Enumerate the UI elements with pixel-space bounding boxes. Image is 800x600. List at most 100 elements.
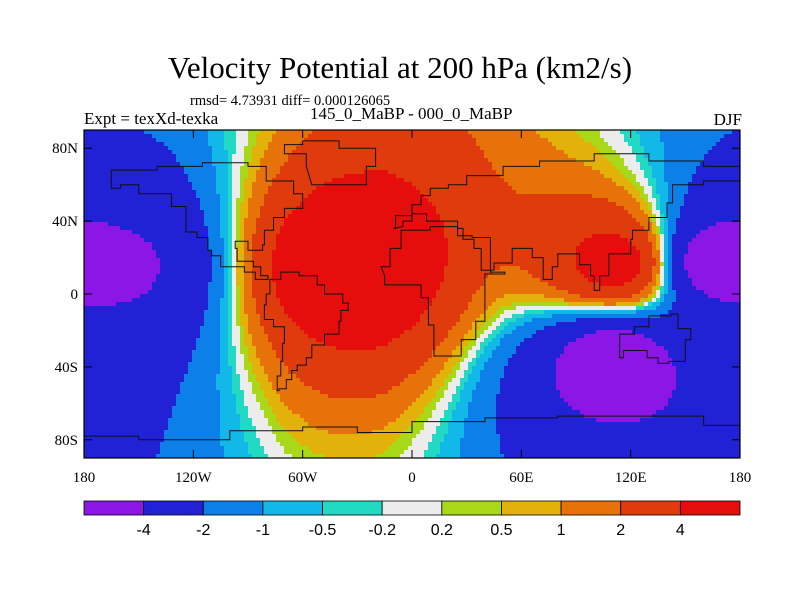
field-cell [444, 382, 449, 387]
field-cell [232, 202, 237, 207]
field-cell [256, 426, 273, 431]
field-cell [640, 194, 649, 199]
field-cell [688, 274, 740, 279]
field-cell [220, 438, 245, 443]
field-cell [656, 342, 740, 347]
field-cell [84, 446, 161, 451]
field-cell [228, 222, 233, 227]
field-cell [84, 130, 145, 135]
field-cell [228, 250, 233, 255]
field-cell [240, 218, 245, 223]
field-cell [196, 190, 217, 195]
field-cell [392, 338, 445, 343]
field-cell [672, 358, 740, 363]
field-cell [452, 398, 461, 403]
field-cell [264, 202, 301, 207]
field-cell [84, 382, 181, 387]
field-cell [252, 158, 261, 163]
field-cell [524, 314, 553, 319]
field-cell [516, 306, 637, 311]
field-cell [636, 218, 649, 223]
field-cell [528, 270, 581, 275]
field-cell [236, 222, 241, 227]
field-cell [176, 402, 221, 407]
field-cell [84, 142, 165, 147]
field-cell [184, 170, 217, 175]
field-cell [276, 350, 433, 355]
field-cell [248, 330, 265, 335]
field-cell [580, 270, 641, 275]
field-cell [668, 310, 740, 315]
field-cell [660, 246, 665, 251]
field-cell [444, 338, 465, 343]
field-cell [84, 418, 169, 423]
field-cell [84, 386, 181, 391]
field-cell [440, 422, 449, 427]
field-cell [444, 230, 649, 235]
field-cell [612, 162, 625, 167]
field-cell [244, 150, 253, 155]
field-cell [636, 178, 649, 183]
field-cell [496, 310, 505, 315]
field-cell [176, 158, 213, 163]
field-cell [332, 178, 405, 183]
field-cell [248, 130, 261, 135]
field-cell [704, 154, 740, 159]
field-cell [288, 314, 421, 319]
field-cell [404, 450, 425, 455]
field-cell [264, 366, 289, 371]
field-cell [556, 322, 740, 327]
field-cell [248, 446, 265, 451]
field-cell [632, 146, 645, 151]
field-cell [676, 226, 709, 231]
field-cell [244, 230, 257, 235]
field-cell [272, 266, 445, 271]
field-cell [232, 158, 245, 163]
field-cell [292, 454, 325, 458]
field-cell [256, 398, 269, 403]
field-cell [664, 262, 669, 267]
field-cell [656, 278, 661, 283]
field-cell [544, 326, 740, 331]
field-cell [572, 406, 665, 411]
field-cell [152, 286, 209, 291]
field-cell [472, 366, 485, 371]
field-cell [236, 366, 245, 371]
field-cell [280, 298, 433, 303]
field-cell [660, 242, 665, 247]
field-cell [304, 330, 405, 335]
field-cell [256, 298, 281, 303]
field-cell [480, 286, 557, 291]
field-cell [460, 398, 473, 403]
field-cell [292, 434, 401, 439]
field-cell [220, 430, 245, 435]
field-cell [236, 410, 249, 415]
field-cell [300, 326, 413, 331]
field-cell [228, 206, 233, 211]
field-cell [660, 302, 673, 307]
field-cell [480, 370, 505, 375]
field-cell [668, 218, 677, 223]
field-cell [564, 298, 641, 303]
field-cell [448, 262, 577, 267]
field-cell [488, 306, 501, 311]
field-cell [232, 382, 241, 387]
field-cell [224, 266, 229, 271]
field-cell [648, 302, 653, 307]
field-cell [244, 334, 253, 339]
field-cell [640, 298, 649, 303]
field-cell [240, 350, 249, 355]
field-cell [656, 202, 661, 207]
field-cell [248, 314, 261, 319]
field-cell [256, 310, 285, 315]
field-cell [152, 246, 209, 251]
field-cell [216, 382, 233, 387]
field-cell [216, 182, 229, 187]
field-cell [244, 218, 257, 223]
field-cell [432, 438, 445, 443]
field-cell [224, 450, 249, 455]
field-cell [648, 282, 657, 287]
field-cell [220, 370, 233, 375]
field-cell [232, 266, 237, 271]
field-cell [672, 362, 740, 367]
